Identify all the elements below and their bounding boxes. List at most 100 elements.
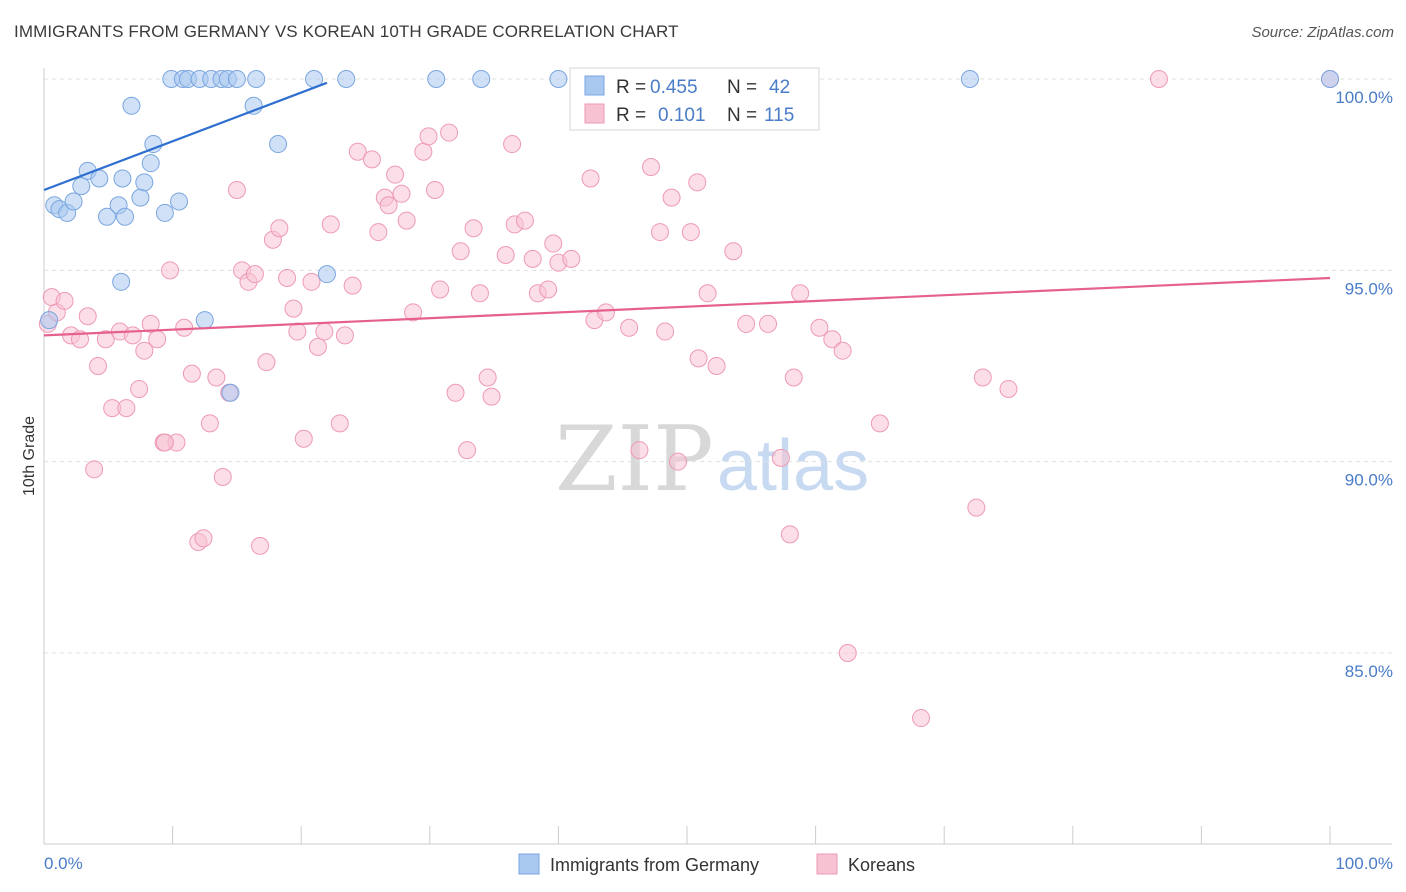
koreans-point bbox=[425, 180, 444, 199]
germany-point bbox=[144, 135, 163, 154]
germany-trend-line bbox=[43, 81, 328, 192]
koreans-point bbox=[771, 448, 790, 467]
legend-n-value-germany: 42 bbox=[769, 77, 790, 98]
koreans-point bbox=[288, 322, 307, 341]
koreans-point bbox=[419, 127, 438, 146]
koreans-point bbox=[681, 223, 700, 242]
koreans-point bbox=[348, 142, 367, 161]
germany-point bbox=[72, 177, 91, 196]
germany-point bbox=[112, 272, 131, 291]
germany-point bbox=[122, 96, 141, 115]
koreans-point bbox=[330, 414, 349, 433]
koreans-point bbox=[123, 326, 142, 345]
germany-point bbox=[131, 188, 150, 207]
germany-point bbox=[427, 70, 446, 88]
koreans-point bbox=[688, 173, 707, 192]
koreans-point bbox=[251, 536, 270, 555]
koreans-point bbox=[392, 184, 411, 203]
koreans-point bbox=[791, 284, 810, 303]
koreans-point bbox=[464, 219, 483, 238]
germany-point bbox=[247, 70, 266, 88]
germany-point bbox=[113, 169, 132, 188]
koreans-point bbox=[446, 383, 465, 402]
germany-points bbox=[40, 70, 1339, 402]
germany-point bbox=[549, 70, 568, 88]
legend-r-value-koreans: 0.101 bbox=[658, 105, 706, 126]
legend-r-label-germany: R = bbox=[616, 77, 646, 98]
koreans-point bbox=[227, 180, 246, 199]
germany-point bbox=[1321, 70, 1339, 88]
koreans-point bbox=[362, 150, 381, 169]
legend-r-value-germany: 0.455 bbox=[650, 77, 698, 98]
legend-n-value-koreans: 115 bbox=[764, 105, 794, 126]
legend-n-label-germany: N = bbox=[727, 77, 757, 98]
koreans-point bbox=[823, 330, 842, 349]
germany-point bbox=[90, 169, 109, 188]
germany-point bbox=[227, 70, 246, 88]
legend-r-label-koreans: R = bbox=[616, 105, 646, 126]
bottom-legend: Immigrants from Germany Koreans bbox=[518, 853, 915, 875]
koreans-point bbox=[596, 303, 615, 322]
koreans-point bbox=[89, 357, 108, 375]
koreans-point bbox=[141, 314, 160, 333]
legend-n-label-koreans: N = bbox=[727, 105, 757, 126]
koreans-point bbox=[207, 368, 226, 387]
axes: 100.0% 95.0% 90.0% 85.0% 0.0% 100.0% bbox=[43, 68, 1393, 873]
koreans-point bbox=[503, 135, 522, 154]
koreans-point bbox=[85, 460, 104, 479]
koreans-point bbox=[182, 364, 201, 383]
koreans-point bbox=[451, 242, 470, 261]
koreans-point bbox=[707, 357, 726, 375]
y-tick-label: 85.0% bbox=[1345, 662, 1393, 681]
koreans-point bbox=[515, 211, 534, 230]
germany-point bbox=[155, 203, 174, 222]
koreans-point bbox=[431, 280, 450, 299]
germany-point bbox=[269, 135, 288, 154]
koreans-point bbox=[539, 280, 558, 299]
koreans-point bbox=[200, 414, 219, 433]
koreans-point bbox=[784, 368, 803, 387]
watermark-atlas: atlas bbox=[717, 426, 869, 506]
koreans-point bbox=[967, 498, 986, 517]
germany-point bbox=[960, 70, 979, 88]
koreans-point bbox=[404, 303, 423, 322]
germany-point bbox=[317, 265, 336, 284]
koreans-point bbox=[544, 234, 563, 253]
koreans-point bbox=[698, 284, 717, 303]
koreans-point bbox=[343, 276, 362, 295]
koreans-point bbox=[161, 261, 180, 280]
koreans-point bbox=[656, 322, 675, 341]
germany-point bbox=[40, 311, 59, 330]
koreans-trend-line bbox=[43, 276, 1331, 337]
koreans-point bbox=[912, 709, 931, 728]
legend-swatch-koreans bbox=[584, 103, 605, 124]
koreans-point bbox=[369, 223, 388, 242]
koreans-point bbox=[810, 318, 829, 337]
y-tick-label: 100.0% bbox=[1335, 88, 1393, 107]
koreans-point bbox=[482, 387, 501, 406]
koreans-point bbox=[96, 330, 115, 349]
koreans-point bbox=[308, 337, 327, 356]
watermark-zip: ZIP bbox=[555, 407, 714, 512]
koreans-point bbox=[478, 368, 497, 387]
koreans-point bbox=[321, 215, 340, 234]
koreans-point bbox=[130, 379, 149, 398]
germany-point bbox=[472, 70, 491, 88]
koreans-point bbox=[870, 414, 889, 433]
koreans-point bbox=[973, 368, 992, 387]
germany-point bbox=[195, 311, 214, 330]
y-tick-label: 90.0% bbox=[1345, 471, 1393, 490]
koreans-point bbox=[302, 272, 321, 291]
koreans-point bbox=[562, 249, 581, 268]
top-legend: R = 0.455 N = 42 R = 0.101 N = 115 bbox=[569, 67, 820, 131]
koreans-point bbox=[620, 318, 639, 337]
koreans-point bbox=[175, 318, 194, 337]
koreans-point bbox=[155, 433, 174, 452]
koreans-point bbox=[294, 429, 313, 448]
germany-point bbox=[116, 207, 135, 226]
legend-swatch-germany bbox=[584, 75, 605, 96]
koreans-point bbox=[194, 529, 213, 548]
koreans-point bbox=[496, 246, 515, 265]
germany-point bbox=[64, 192, 83, 211]
